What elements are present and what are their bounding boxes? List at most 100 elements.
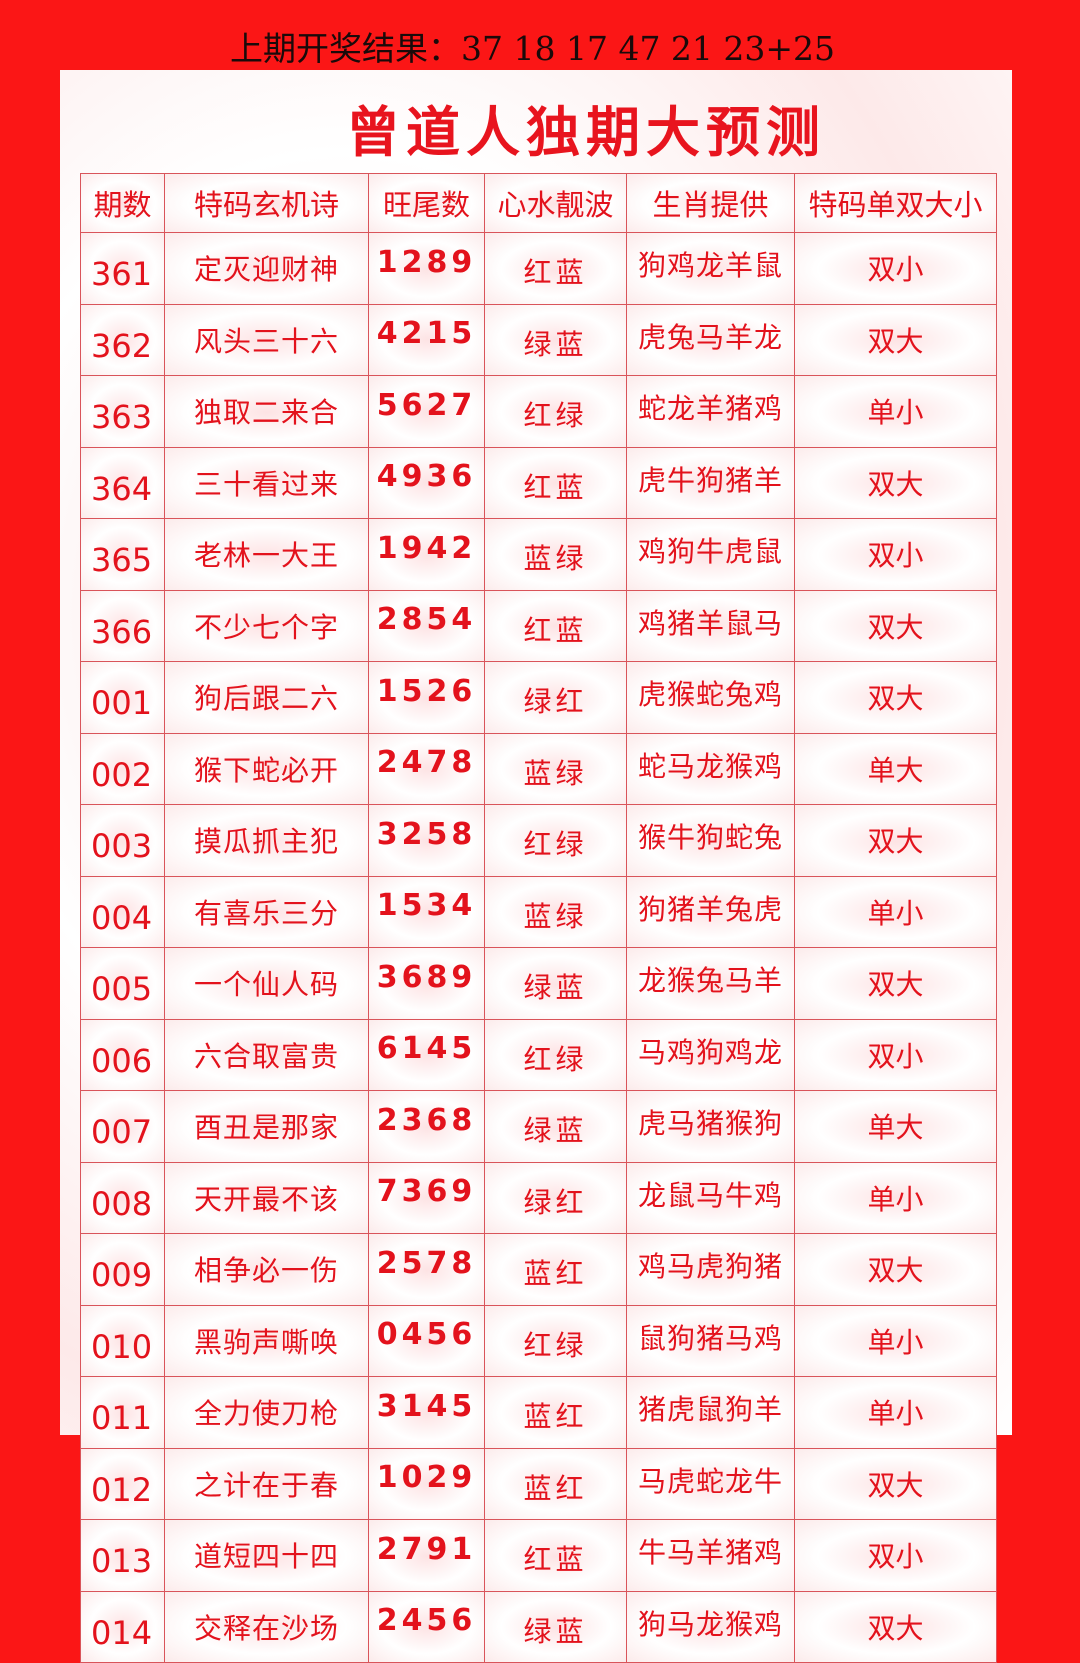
cell-period: 013 [80, 1519, 165, 1592]
cell-period: 003 [80, 804, 165, 877]
table-row: 362 风头三十六 4215 绿蓝 虎兔马羊龙 双大 [80, 303, 997, 376]
cell-period: 009 [80, 1233, 165, 1306]
cell-num: 2478 [368, 732, 485, 805]
cell-num: 2578 [368, 1233, 485, 1306]
table-row: 003 摸瓜抓主犯 3258 红绿 猴牛狗蛇兔 双大 [80, 804, 997, 877]
column-header-wave: 心水靓波 [484, 173, 627, 233]
cell-size: 双大 [794, 589, 997, 662]
cell-zodiac: 蛇马龙猴鸡 [626, 732, 795, 805]
cell-wave: 红蓝 [484, 1519, 627, 1592]
cell-wave: 蓝绿 [484, 732, 627, 805]
cell-period: 001 [80, 661, 165, 734]
cell-size: 双小 [794, 518, 997, 591]
cell-num: 2854 [368, 589, 485, 662]
cell-size: 双大 [794, 303, 997, 376]
column-header-zodiac: 生肖提供 [626, 173, 795, 233]
cell-poem: 六合取富贵 [164, 1018, 369, 1091]
cell-period: 366 [80, 589, 165, 662]
cell-zodiac: 鸡马虎狗猪 [626, 1233, 795, 1306]
cell-num: 3258 [368, 804, 485, 877]
cell-period: 361 [80, 232, 165, 305]
table-row: 011 全力使刀枪 3145 蓝红 猪虎鼠狗羊 单小 [80, 1376, 997, 1449]
cell-size: 双大 [794, 1447, 997, 1520]
table-header-row: 期数 特码玄机诗 旺尾数 心水靓波 生肖提供 特码单双大小 [80, 173, 997, 233]
cell-zodiac: 狗猪羊兔虎 [626, 875, 795, 948]
cell-wave: 红蓝 [484, 589, 627, 662]
cell-period: 012 [80, 1447, 165, 1520]
column-header-size: 特码单双大小 [794, 173, 997, 233]
cell-wave: 绿红 [484, 1161, 627, 1234]
table-row: 012 之计在于春 1029 蓝红 马虎蛇龙牛 双大 [80, 1447, 997, 1520]
table-row: 002 猴下蛇必开 2478 蓝绿 蛇马龙猴鸡 单大 [80, 732, 997, 805]
cell-num: 2368 [368, 1090, 485, 1163]
cell-wave: 红绿 [484, 375, 627, 448]
cell-poem: 摸瓜抓主犯 [164, 804, 369, 877]
table-row: 007 酉丑是那家 2368 绿蓝 虎马猪猴狗 单大 [80, 1090, 997, 1163]
cell-num: 3145 [368, 1376, 485, 1449]
table-row: 363 独取二来合 5627 红绿 蛇龙羊猪鸡 单小 [80, 375, 997, 448]
cell-size: 双大 [794, 947, 997, 1020]
cell-poem: 不少七个字 [164, 589, 369, 662]
column-header-poem: 特码玄机诗 [164, 173, 369, 233]
cell-wave: 绿蓝 [484, 303, 627, 376]
cell-num: 4215 [368, 303, 485, 376]
table-row: 008 天开最不该 7369 绿红 龙鼠马牛鸡 单小 [80, 1161, 997, 1234]
cell-period: 004 [80, 875, 165, 948]
cell-num: 1029 [368, 1447, 485, 1520]
cell-wave: 蓝绿 [484, 875, 627, 948]
cell-zodiac: 鸡猪羊鼠马 [626, 589, 795, 662]
cell-wave: 红绿 [484, 1018, 627, 1091]
cell-zodiac: 虎猴蛇兔鸡 [626, 661, 795, 734]
cell-poem: 道短四十四 [164, 1519, 369, 1592]
cell-wave: 绿红 [484, 661, 627, 734]
table-row: 013 道短四十四 2791 红蓝 牛马羊猪鸡 双小 [80, 1519, 997, 1592]
table-row: 001 狗后跟二六 1526 绿红 虎猴蛇兔鸡 双大 [80, 661, 997, 734]
cell-num: 0456 [368, 1304, 485, 1377]
cell-zodiac: 虎马猪猴狗 [626, 1090, 795, 1163]
cell-wave: 红蓝 [484, 446, 627, 519]
cell-poem: 独取二来合 [164, 375, 369, 448]
cell-size: 双小 [794, 1018, 997, 1091]
cell-zodiac: 鸡狗牛虎鼠 [626, 518, 795, 591]
column-header-period: 期数 [80, 173, 165, 233]
cell-size: 双大 [794, 446, 997, 519]
cell-poem: 三十看过来 [164, 446, 369, 519]
cell-num: 7369 [368, 1161, 485, 1234]
cell-poem: 风头三十六 [164, 303, 369, 376]
cell-zodiac: 狗鸡龙羊鼠 [626, 232, 795, 305]
cell-period: 365 [80, 518, 165, 591]
cell-num: 6145 [368, 1018, 485, 1091]
cell-period: 011 [80, 1376, 165, 1449]
cell-poem: 相争必一伤 [164, 1233, 369, 1306]
cell-zodiac: 狗马龙猴鸡 [626, 1590, 795, 1663]
cell-zodiac: 龙猴兔马羊 [626, 947, 795, 1020]
cell-zodiac: 马虎蛇龙牛 [626, 1447, 795, 1520]
cell-size: 单小 [794, 1161, 997, 1234]
table-row: 364 三十看过来 4936 红蓝 虎牛狗猪羊 双大 [80, 446, 997, 519]
cell-size: 双小 [794, 232, 997, 305]
cell-wave: 蓝绿 [484, 518, 627, 591]
cell-size: 单小 [794, 375, 997, 448]
cell-num: 1289 [368, 232, 485, 305]
cell-poem: 老林一大王 [164, 518, 369, 591]
cell-zodiac: 猴牛狗蛇兔 [626, 804, 795, 877]
cell-zodiac: 虎牛狗猪羊 [626, 446, 795, 519]
cell-poem: 有喜乐三分 [164, 875, 369, 948]
cell-size: 双大 [794, 661, 997, 734]
cell-poem: 狗后跟二六 [164, 661, 369, 734]
cell-num: 1942 [368, 518, 485, 591]
cell-wave: 蓝红 [484, 1447, 627, 1520]
table-row: 009 相争必一伤 2578 蓝红 鸡马虎狗猪 双大 [80, 1233, 997, 1306]
table-row: 361 定灭迎财神 1289 红蓝 狗鸡龙羊鼠 双小 [80, 232, 997, 305]
cell-period: 364 [80, 446, 165, 519]
cell-poem: 猴下蛇必开 [164, 732, 369, 805]
cell-size: 单小 [794, 1376, 997, 1449]
cell-size: 单大 [794, 1090, 997, 1163]
cell-wave: 蓝红 [484, 1376, 627, 1449]
cell-poem: 之计在于春 [164, 1447, 369, 1520]
cell-num: 1526 [368, 661, 485, 734]
cell-poem: 天开最不该 [164, 1161, 369, 1234]
cell-poem: 交释在沙场 [164, 1590, 369, 1663]
cell-num: 2791 [368, 1519, 485, 1592]
column-header-num: 旺尾数 [368, 173, 485, 233]
